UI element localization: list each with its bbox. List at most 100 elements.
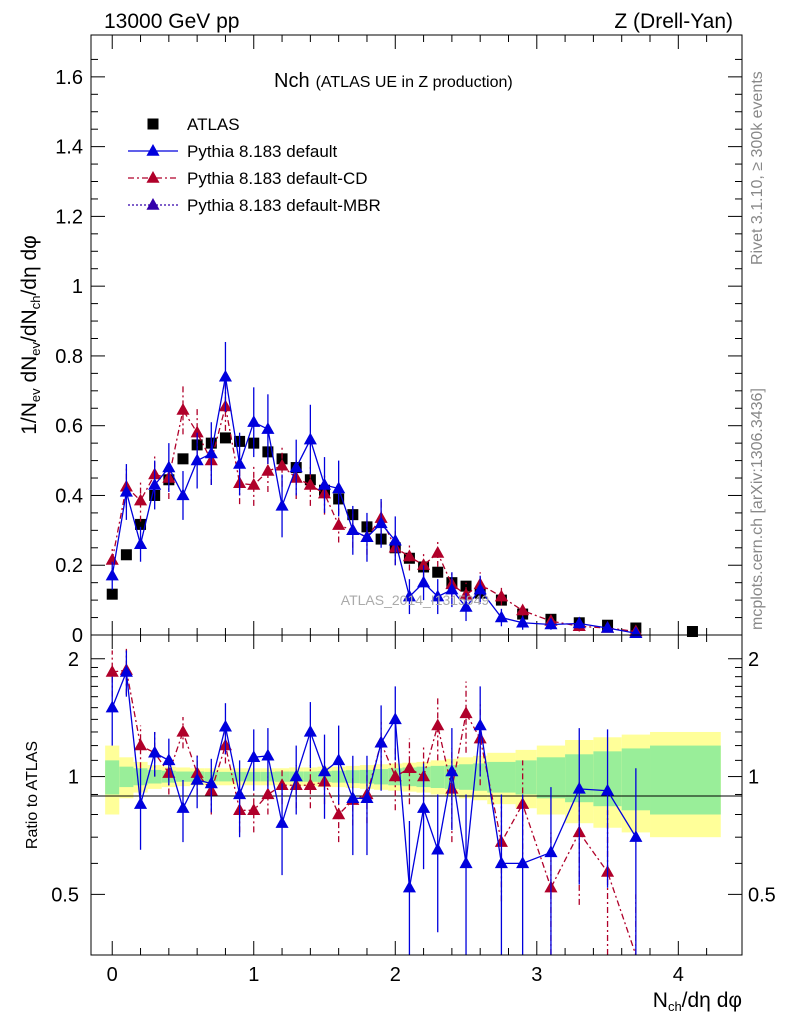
cd-point xyxy=(133,493,148,506)
default-point xyxy=(473,582,487,595)
ratio-default-point xyxy=(204,776,218,789)
ratio-default-point xyxy=(162,753,176,766)
legend-marker xyxy=(146,143,160,156)
ratio-default-point xyxy=(303,724,317,737)
ratio-default-point xyxy=(459,856,473,869)
ratio-default-point xyxy=(473,718,487,731)
default-point xyxy=(388,533,402,546)
default-point xyxy=(544,617,558,630)
ratio-frame xyxy=(90,634,743,956)
x-tick-label: 0 xyxy=(107,964,118,986)
default-point xyxy=(346,523,360,536)
ratio-default-point xyxy=(431,842,445,855)
band-inner-segment xyxy=(175,771,191,782)
ratio-default-point xyxy=(190,772,204,785)
band-inner-segment xyxy=(487,761,516,793)
cd-point xyxy=(402,549,416,562)
default-point xyxy=(332,481,346,494)
ratio-default-point xyxy=(388,712,402,725)
ratio-cd-point xyxy=(303,778,317,790)
default-point xyxy=(190,453,204,466)
default-point xyxy=(133,537,148,550)
default-point xyxy=(261,422,275,434)
main-y-tick-label: 1 xyxy=(72,276,83,298)
ratio-cd-point xyxy=(332,807,346,820)
band-inner-segment xyxy=(218,771,233,782)
default-point xyxy=(247,415,261,427)
band-inner-segment xyxy=(119,766,134,788)
ratio-y-tick-label-right: 0.5 xyxy=(748,884,776,906)
band-inner-segment xyxy=(515,760,537,795)
atlas-point xyxy=(120,549,132,561)
ratio-cd-point xyxy=(247,803,261,815)
default-point xyxy=(572,616,586,629)
default-point xyxy=(459,600,473,612)
ratio-default-point xyxy=(601,783,615,796)
plot-title-main: Nch xyxy=(274,70,310,92)
legend-label: Pythia 8.183 default-CD xyxy=(187,169,368,188)
default-point xyxy=(402,589,416,602)
ratio-default-point xyxy=(275,816,289,828)
ratio-cd-point xyxy=(459,706,473,719)
default-point xyxy=(317,477,332,490)
ratio-default-point xyxy=(417,801,431,813)
cd-point xyxy=(431,545,445,558)
main-axes: 0 0.2 0.4 0.6 0.8 1 1.2 1.4 1.6 xyxy=(55,35,742,647)
ratio-default-point xyxy=(289,769,303,782)
ratio-default-point xyxy=(494,856,508,869)
default-point xyxy=(601,620,615,633)
ratio-default-point xyxy=(629,830,643,842)
x-tick-label: 2 xyxy=(390,964,401,986)
ratio-default-point xyxy=(233,787,247,800)
main-y-tick-label: 0.4 xyxy=(55,485,83,507)
default-point xyxy=(119,484,133,497)
plot-title-sub: (ATLAS UE in Z production) xyxy=(316,74,513,91)
main-y-tick-label: 0.8 xyxy=(55,346,83,368)
energy-label: 13000 GeV pp xyxy=(104,10,239,33)
ratio-cd-point xyxy=(176,724,190,737)
band-inner-segment xyxy=(147,769,162,784)
default-point xyxy=(374,516,388,529)
ratio-cd-point xyxy=(388,769,402,782)
ratio-default-point xyxy=(360,791,374,803)
cd-point xyxy=(261,464,275,476)
ratio-axes: 0.5 0.5 1 1 2 2 0 1 2 3 4 xyxy=(51,635,776,986)
watermark: ATLAS_2014_I1315949 xyxy=(341,592,490,608)
ratio-y-label: Ratio to ATLAS xyxy=(24,741,41,849)
band-inner-segment xyxy=(105,760,120,795)
main-y-tick-label: 1.6 xyxy=(55,67,83,89)
default-point xyxy=(516,615,530,628)
ratio-data xyxy=(105,648,643,956)
ratio-default-point xyxy=(105,700,119,713)
main-y-tick-label: 1.4 xyxy=(55,137,83,159)
ratio-default-point xyxy=(516,856,530,869)
cd-point xyxy=(516,603,530,616)
legend-label: Pythia 8.183 default xyxy=(187,142,338,161)
ratio-cd-point xyxy=(105,664,119,677)
ratio-cd-point xyxy=(402,761,416,773)
band-inner-segment xyxy=(274,771,290,782)
ratio-default-point xyxy=(445,764,459,777)
rivet-label: Rivet 3.1.10, ≥ 300k events xyxy=(749,71,766,265)
ratio-cd-point xyxy=(133,738,148,751)
ratio-y-tick-label-right: 1 xyxy=(748,767,759,789)
band-inner-segment xyxy=(473,763,488,791)
main-y-tick-label: 1.2 xyxy=(55,206,83,228)
ratio-default-point xyxy=(176,801,190,813)
x-tick-label: 3 xyxy=(531,964,542,986)
ratio-default-point xyxy=(346,791,360,803)
ratio-default-point xyxy=(544,845,558,858)
default-point xyxy=(176,488,190,501)
atlas-point xyxy=(460,580,472,592)
default-point xyxy=(303,432,317,445)
atlas-point xyxy=(135,518,147,530)
default-point xyxy=(204,446,218,459)
ratio-default-point xyxy=(332,753,346,766)
cd-point xyxy=(303,477,317,490)
default-point xyxy=(148,477,162,490)
ratio-default-point xyxy=(133,797,148,809)
default-point xyxy=(162,460,176,473)
plot-title: Nch (ATLAS UE in Z production) xyxy=(274,70,513,92)
main-y-tick-label: 0 xyxy=(72,625,83,647)
